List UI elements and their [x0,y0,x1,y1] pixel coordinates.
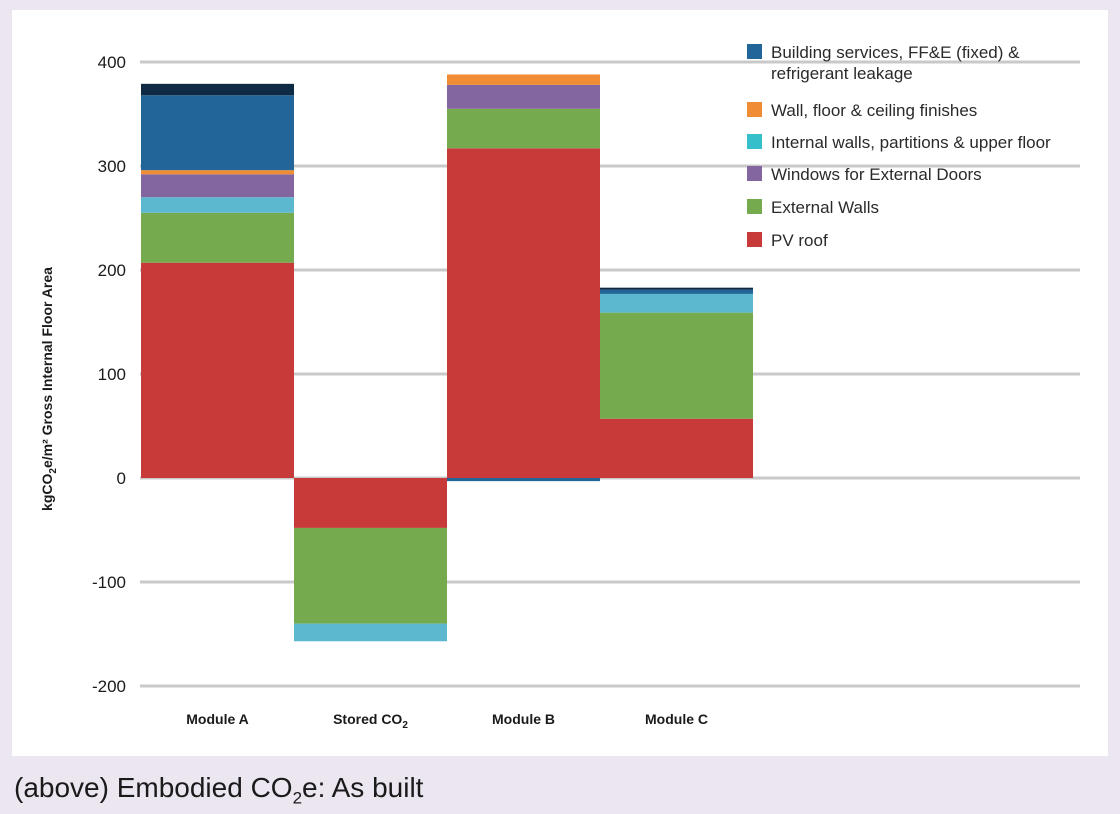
bar-segment [447,84,600,109]
legend-swatch [747,232,762,247]
legend-label: Internal walls, partitions & upper floor [771,133,1051,152]
bar-segment [141,262,294,478]
y-tick-label: 400 [98,53,126,72]
y-tick-labels: 400 300 200 100 0 -100 -200 [92,53,126,696]
legend-label: PV roof [771,231,828,250]
x-category-label: Module A [186,711,248,727]
legend-swatch [747,166,762,181]
legend-label: Windows for External Doors [771,165,982,184]
x-category-label: Stored CO2 [333,711,408,731]
bar-segment [447,108,600,149]
bar-segment [447,478,600,482]
stacked-bar-chart: 400 300 200 100 0 -100 -200 Module A Stored CO2… [39,43,1080,731]
y-tick-label: 300 [98,157,126,176]
y-tick-label: -100 [92,573,126,592]
bar-segment [294,478,447,528]
bar-segment [600,287,753,290]
bar-segment [447,148,600,478]
y-tick-label: 200 [98,261,126,280]
caption-suffix: e: As built [302,772,424,803]
y-tick-label: -200 [92,677,126,696]
figure-caption: (above) Embodied CO2e: As built [14,772,423,809]
legend-swatch [747,102,762,117]
legend-label: External Walls [771,198,879,217]
caption-prefix: (above) Embodied CO [14,772,293,803]
bar-segment [141,174,294,198]
bar-segment [141,170,294,175]
chart-panel: 400 300 200 100 0 -100 -200 Module A Stored CO2… [12,10,1108,756]
bar-segment [600,293,753,313]
bar-segment [141,212,294,263]
bar-segment [141,83,294,96]
legend: Building services, FF&E (fixed) & refrige… [747,43,1051,250]
x-category-label: Module B [492,711,555,727]
y-axis-label: kgCO2e/m² Gross Internal Floor Area [39,267,59,511]
y-tick-label: 0 [117,469,126,488]
bar-segment [141,95,294,171]
y-tick-label: 100 [98,365,126,384]
bar-segment [141,197,294,213]
bar-segment [447,74,600,85]
x-category-label: Module C [645,711,708,727]
bar-segment [294,527,447,624]
bar-segment [600,418,753,478]
legend-swatch [747,44,762,59]
bar-segment [600,312,753,419]
legend-label: Building services, FF&E (fixed) & [771,43,1020,62]
category-labels: Module A Stored CO2 Module B Module C [186,711,708,731]
bar-segment [600,289,753,294]
legend-swatch [747,134,762,149]
bar-segment [294,623,447,642]
bars [141,74,753,642]
legend-swatch [747,199,762,214]
legend-label: Wall, floor & ceiling finishes [771,101,977,120]
caption-subscript: 2 [292,788,303,808]
legend-label: refrigerant leakage [771,64,913,83]
